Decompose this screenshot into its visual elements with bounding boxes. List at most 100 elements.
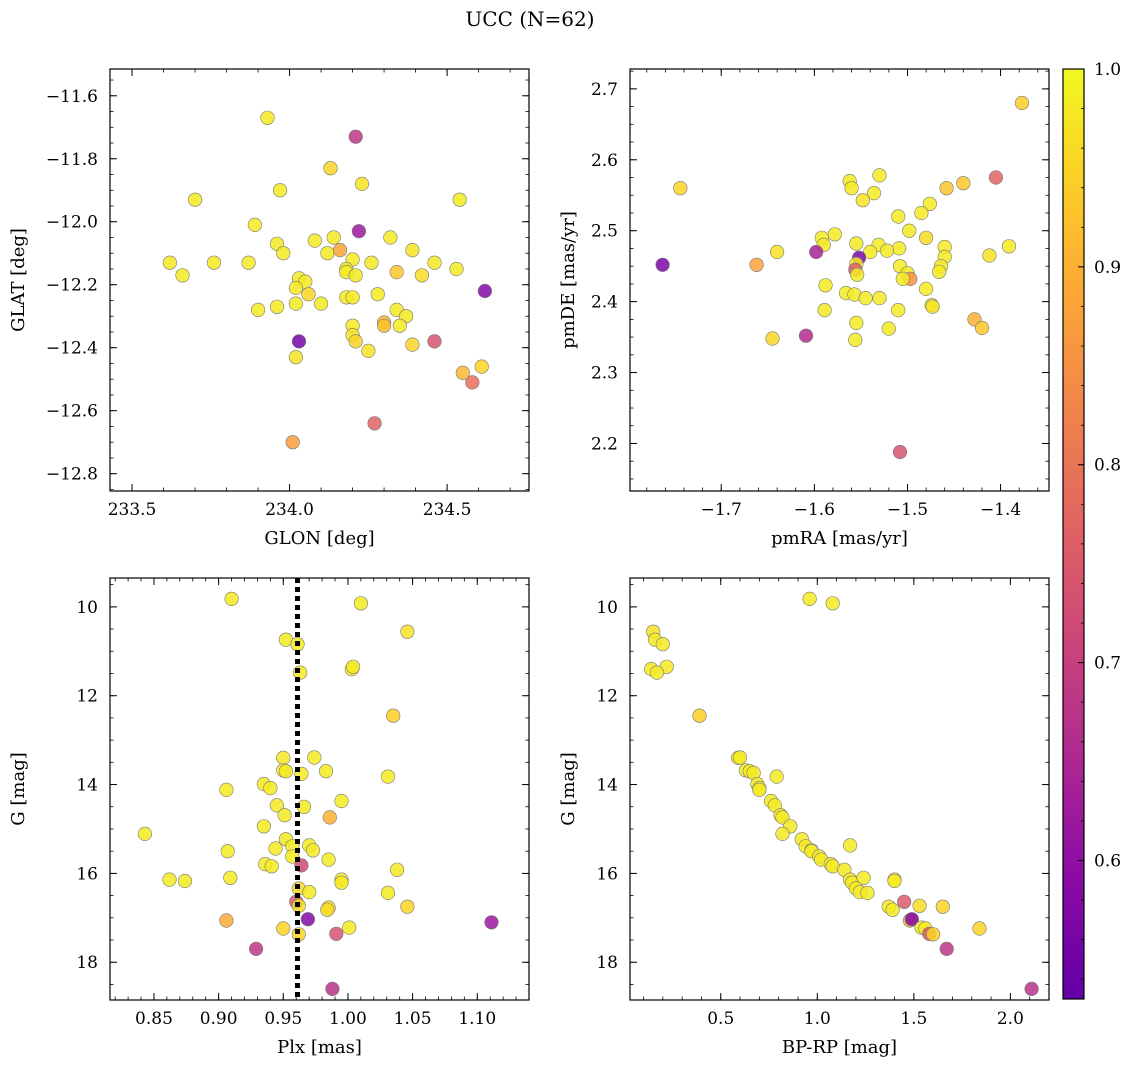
x-tick-label: 234.0	[265, 500, 314, 520]
data-point	[361, 343, 376, 359]
data-point	[320, 246, 335, 261]
data-point	[269, 299, 285, 314]
data-point	[872, 168, 887, 183]
axis-ticks	[630, 578, 1049, 1000]
data-point	[982, 248, 997, 263]
data-point	[247, 217, 262, 232]
data-point	[427, 334, 442, 349]
x-tick-label: 1.10	[458, 1009, 496, 1029]
data-point	[175, 268, 190, 283]
data-point	[223, 870, 238, 885]
x-axis-label: pmRA [mas/yr]	[771, 528, 908, 549]
data-point	[314, 296, 329, 311]
data-point	[918, 281, 934, 297]
y-tick-label: 2.7	[591, 80, 618, 100]
x-tick-label: 2.0	[997, 1009, 1024, 1029]
data-point	[912, 898, 927, 913]
data-point	[752, 782, 767, 798]
data-point	[655, 257, 670, 272]
panel-bottom-left: 0.85 0.90 0.95 1.00 1.05 1.10 10 12 14 16 18 Plx [m…	[8, 577, 530, 1058]
data-point	[301, 287, 316, 302]
data-point	[288, 296, 304, 311]
data-point	[902, 223, 917, 238]
data-point	[879, 243, 895, 258]
data-point	[775, 826, 790, 842]
data-point	[922, 196, 937, 211]
data-point	[321, 852, 336, 867]
y-tick-label: 18	[596, 953, 618, 973]
data-point	[332, 243, 348, 258]
data-point	[307, 233, 322, 248]
data-point	[323, 161, 338, 176]
data-point	[162, 255, 177, 270]
scatter-points	[162, 110, 493, 450]
x-tick-label: 0.90	[200, 1009, 238, 1029]
data-point	[939, 181, 954, 196]
y-tick-label: 10	[76, 598, 98, 618]
data-point	[288, 350, 304, 365]
x-tick-label: −1.5	[887, 500, 928, 520]
data-point	[881, 321, 896, 336]
data-point	[935, 899, 950, 914]
data-point	[206, 255, 222, 270]
data-point	[334, 793, 349, 809]
y-tick-label: −12.6	[46, 402, 98, 422]
colorbar-tick-label: 1.0	[1094, 60, 1121, 80]
data-point	[939, 941, 954, 957]
data-point	[891, 303, 906, 318]
axis-ticks	[110, 578, 529, 1000]
data-point	[405, 243, 420, 258]
scatter-points	[655, 95, 1030, 460]
data-point	[769, 769, 784, 784]
data-point	[276, 246, 291, 261]
data-point	[988, 170, 1004, 185]
data-point	[241, 255, 256, 270]
data-point	[484, 915, 499, 930]
data-point	[386, 708, 401, 723]
data-point	[449, 261, 464, 277]
data-point	[377, 318, 392, 333]
x-tick-label: 0.85	[135, 1009, 173, 1029]
axes-frame	[629, 68, 1050, 492]
data-point	[892, 444, 908, 460]
data-point	[268, 841, 283, 856]
data-point	[400, 899, 415, 914]
y-tick-label: 2.4	[591, 293, 618, 313]
y-axis-label: G [mag]	[558, 752, 579, 825]
data-point	[769, 244, 785, 260]
data-point	[414, 268, 430, 283]
data-point	[276, 921, 291, 936]
y-tick-label: −11.8	[46, 150, 98, 170]
data-point	[863, 244, 878, 260]
data-point	[827, 227, 842, 242]
y-tick-label: 14	[76, 776, 98, 796]
y-tick-label: 12	[596, 687, 618, 707]
data-point	[256, 819, 272, 834]
data-point	[427, 255, 442, 270]
data-point	[326, 230, 341, 245]
data-point	[849, 236, 864, 251]
axes-frame	[109, 577, 530, 1001]
data-point	[353, 596, 369, 611]
data-point	[798, 328, 814, 343]
data-point	[673, 181, 688, 196]
data-point	[897, 894, 912, 909]
data-point	[348, 334, 363, 349]
data-point	[842, 838, 858, 853]
x-axis-label: Plx [mas]	[277, 1037, 362, 1058]
data-point	[732, 750, 748, 765]
x-tick-label: 0.5	[707, 1009, 734, 1029]
x-axis-label: BP-RP [mag]	[782, 1037, 897, 1058]
colorbar-tick-label: 0.7	[1094, 654, 1121, 674]
data-point	[329, 926, 344, 941]
axes-frame	[629, 577, 1050, 1001]
data-point	[872, 291, 887, 306]
data-point	[918, 230, 934, 245]
data-point	[285, 435, 300, 450]
y-axis-label: pmDE [mas/yr]	[558, 211, 579, 349]
data-point	[345, 290, 360, 305]
data-point	[649, 665, 665, 680]
y-tick-label: −12.0	[46, 213, 98, 233]
x-tick-label: 233.5	[108, 500, 157, 520]
